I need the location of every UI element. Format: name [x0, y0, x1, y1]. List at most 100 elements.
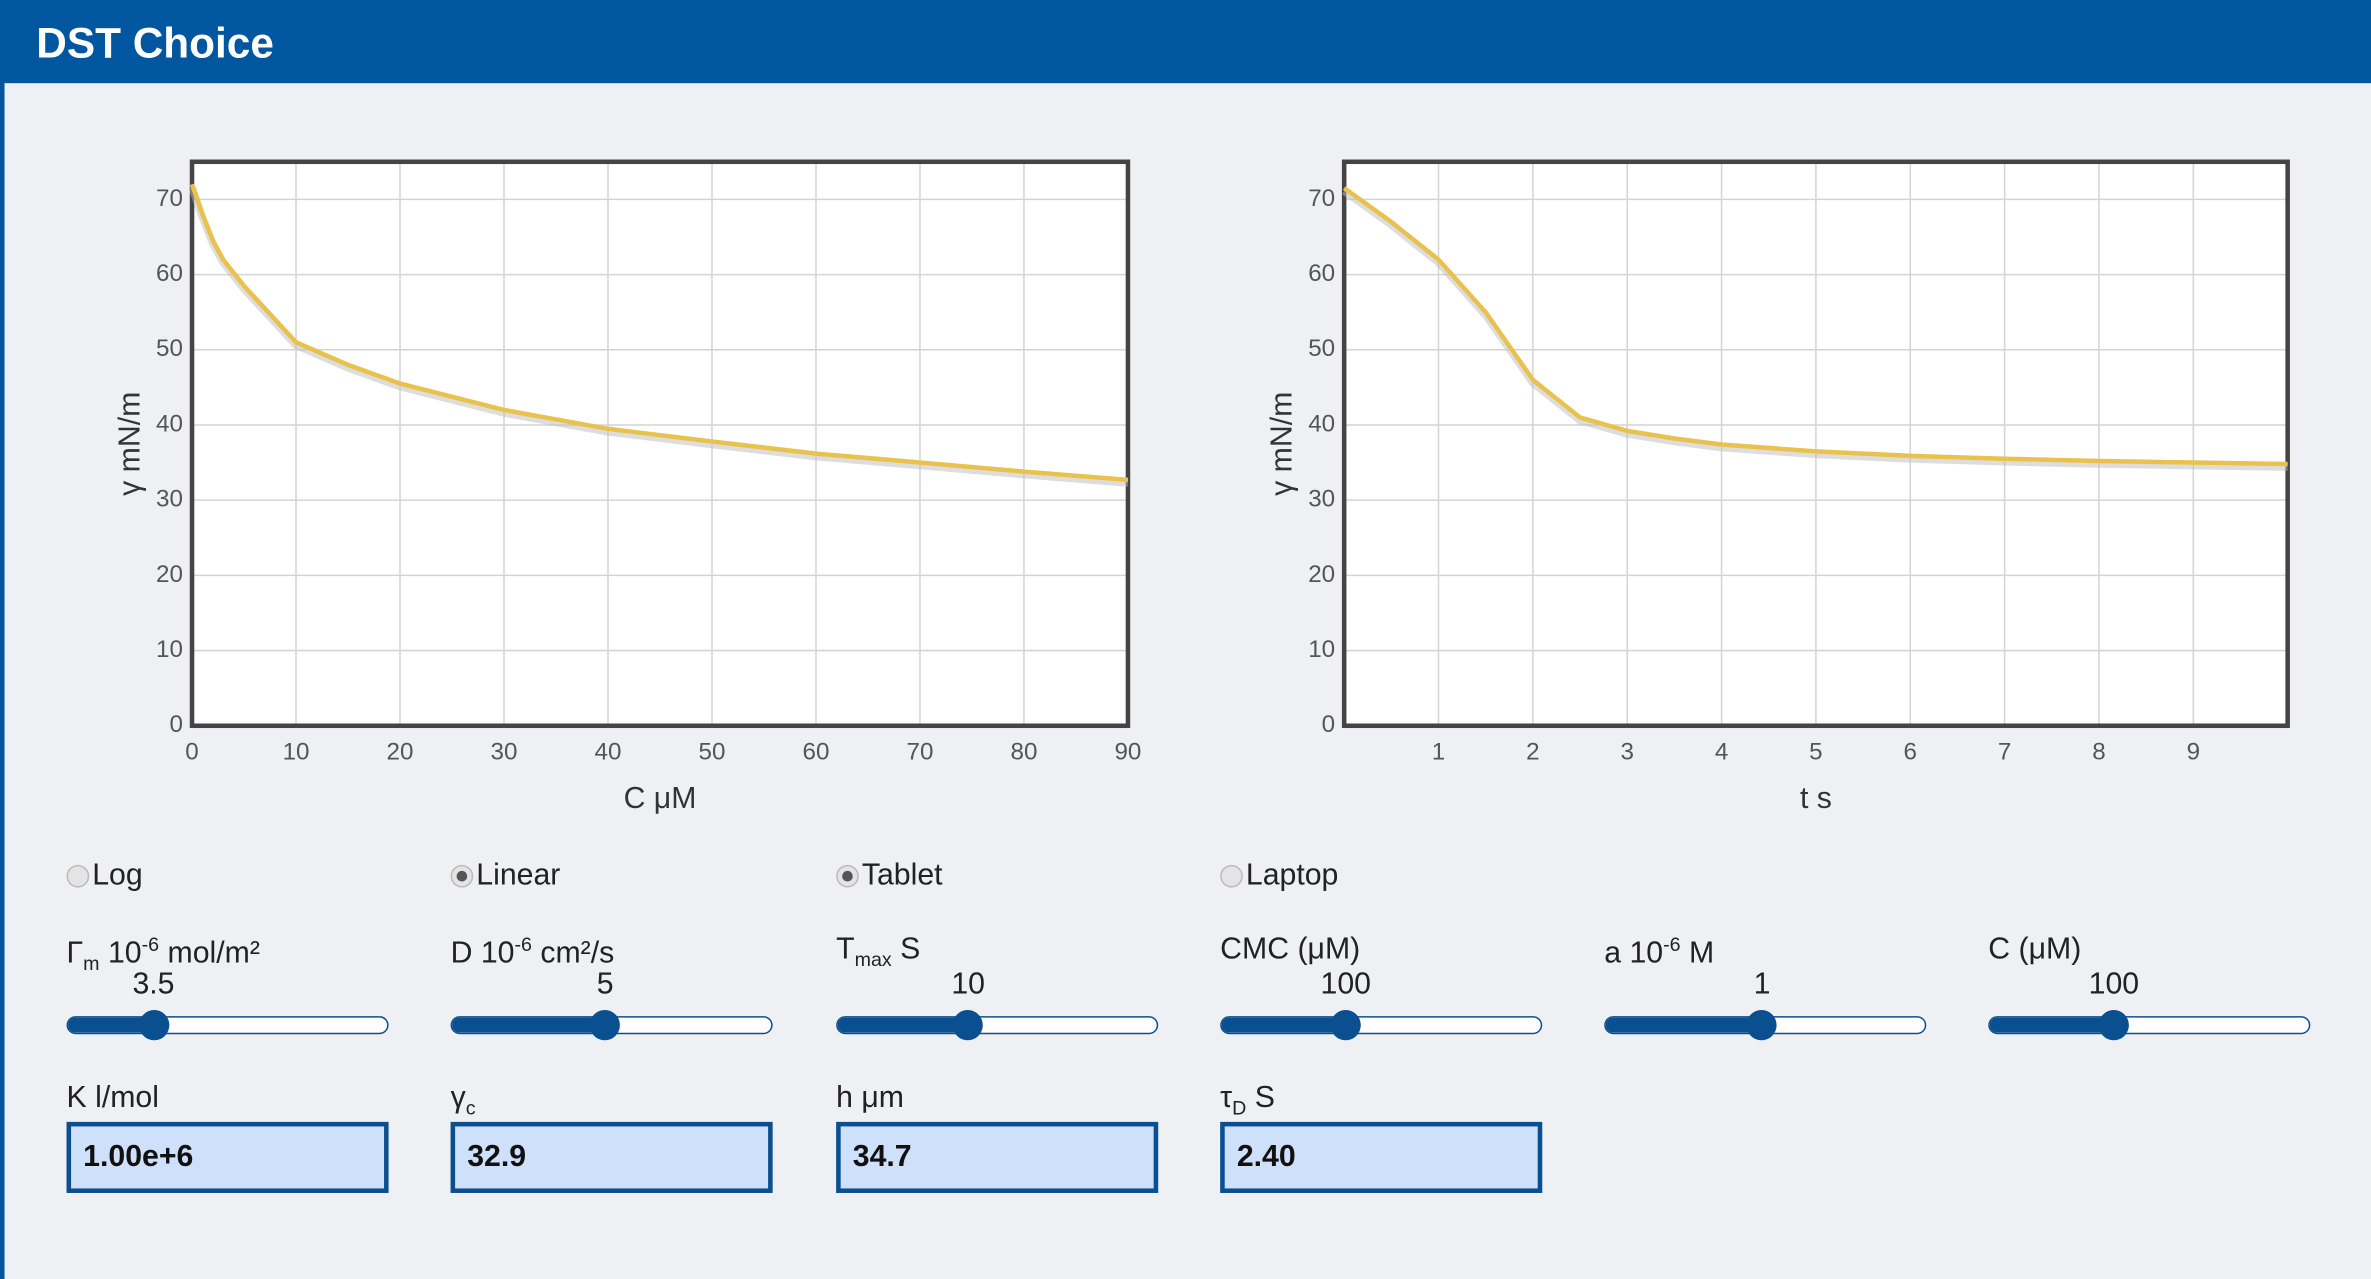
- slider-fill: [1605, 1017, 1764, 1033]
- slider-label: Γm 10-6 mol/m²: [67, 933, 260, 975]
- slider-value: 100: [1320, 967, 1372, 1001]
- radio-button[interactable]: [450, 864, 474, 888]
- label-part: m: [83, 952, 100, 975]
- label-part: S: [1246, 1081, 1275, 1115]
- slider-value: 5: [596, 967, 614, 1001]
- label-part: Γ: [66, 936, 84, 971]
- slider-label: CMC (μM): [1220, 933, 1360, 968]
- x-tick-label: 8: [2092, 738, 2105, 765]
- radio-button[interactable]: [66, 864, 90, 888]
- output-box[interactable]: 34.7: [836, 1121, 1159, 1193]
- slider-fill: [1989, 1017, 2116, 1033]
- slider-track[interactable]: [836, 1016, 1159, 1035]
- label-part: a 10: [1604, 936, 1664, 971]
- x-tick-label: 30: [491, 738, 518, 765]
- label-part: C (μM): [1988, 932, 2082, 967]
- output-label: τD S: [1220, 1081, 1275, 1119]
- header-title: DST Choice: [0, 0, 2371, 84]
- y-tick-label: 60: [156, 260, 183, 287]
- x-axis-title: C μM: [624, 782, 697, 815]
- output-label: K l/mol: [67, 1081, 159, 1116]
- slider-label: D 10-6 cm²/s: [451, 933, 615, 972]
- output-box[interactable]: 32.9: [450, 1121, 773, 1193]
- y-tick-label: 40: [1308, 410, 1335, 437]
- slider-value: 3.5: [132, 967, 175, 1001]
- label-part: γ: [450, 1081, 466, 1115]
- x-tick-label: 5: [1809, 738, 1822, 765]
- label-part: T: [836, 932, 855, 967]
- y-tick-label: 20: [156, 561, 183, 588]
- slider-fill: [1221, 1017, 1348, 1033]
- slider-value: 100: [2088, 967, 2140, 1001]
- y-tick-label: 10: [1308, 636, 1335, 663]
- slider-track[interactable]: [66, 1016, 389, 1035]
- radio-option[interactable]: Tablet: [836, 858, 943, 894]
- y-tick-label: 50: [1308, 335, 1335, 362]
- slider-fill: [837, 1017, 970, 1033]
- radio-label: Linear: [476, 858, 561, 893]
- radio-label: Tablet: [861, 858, 943, 893]
- x-tick-label: 60: [803, 738, 830, 765]
- x-tick-label: 40: [595, 738, 622, 765]
- radio-button[interactable]: [836, 864, 859, 888]
- radio-checked: [456, 870, 468, 882]
- output-box[interactable]: 1.00e+6: [66, 1121, 389, 1193]
- label-part: M: [1680, 936, 1715, 971]
- data-line: [189, 183, 1129, 483]
- slider-label: Tmax S: [836, 933, 920, 971]
- y-axis-title: γ mN/m: [1266, 392, 1299, 496]
- data-line: [1342, 186, 2288, 467]
- label-part: h μm: [836, 1081, 904, 1115]
- label-part: S: [891, 932, 921, 967]
- output-box[interactable]: 2.40: [1220, 1121, 1543, 1193]
- x-tick-label: 3: [1620, 738, 1633, 765]
- slider-thumb[interactable]: [590, 1010, 621, 1041]
- y-tick-label: 30: [1308, 486, 1335, 513]
- slider-thumb[interactable]: [1746, 1010, 1778, 1041]
- x-tick-label: 4: [1715, 738, 1728, 765]
- label-part: -6: [1663, 932, 1681, 956]
- label-part: -6: [514, 932, 532, 956]
- plot-frame: [189, 159, 1131, 729]
- y-tick-label: 60: [1308, 260, 1335, 287]
- x-tick-label: 50: [699, 738, 726, 765]
- output-label: γc: [451, 1081, 476, 1119]
- slider-track[interactable]: [1988, 1016, 2311, 1035]
- plot-frame: [1341, 159, 2290, 729]
- radio-button[interactable]: [1220, 864, 1243, 888]
- x-tick-label: 1: [1432, 738, 1445, 765]
- label-part: 10: [99, 936, 142, 971]
- label-part: D 10: [450, 936, 515, 971]
- slider-value: 1: [1753, 967, 1771, 1001]
- y-tick-label: 30: [156, 486, 183, 513]
- y-tick-label: 0: [1322, 711, 1335, 738]
- x-tick-label: 7: [1998, 738, 2011, 765]
- slider-label: C (μM): [1988, 933, 2081, 968]
- slider-label: a 10-6 M: [1604, 933, 1714, 972]
- x-tick-label: 2: [1526, 738, 1539, 765]
- label-part: CMC (μM): [1220, 932, 1361, 967]
- radio-option[interactable]: Log: [66, 859, 143, 894]
- y-tick-label: 50: [156, 335, 183, 362]
- y-tick-label: 0: [169, 711, 182, 738]
- y-tick-label: 70: [156, 185, 183, 212]
- label-part: τ: [1220, 1081, 1233, 1115]
- x-axis-title: t s: [1800, 782, 1832, 815]
- x-tick-label: 9: [2187, 738, 2200, 765]
- slider-fill: [68, 1017, 155, 1033]
- radio-option[interactable]: Laptop: [1220, 859, 1338, 894]
- label-part: max: [854, 948, 892, 971]
- plot-area: [192, 161, 1128, 726]
- slider-thumb[interactable]: [953, 1010, 984, 1041]
- slider-track[interactable]: [1220, 1016, 1543, 1035]
- slider-thumb[interactable]: [2098, 1010, 2129, 1041]
- radio-checked: [842, 870, 853, 882]
- slider-thumb[interactable]: [1330, 1010, 1361, 1041]
- radio-option[interactable]: Linear: [450, 858, 561, 894]
- x-tick-label: 0: [185, 738, 198, 765]
- y-tick-label: 70: [1308, 185, 1335, 212]
- slider-value: 10: [951, 967, 985, 1001]
- slider-thumb[interactable]: [138, 1010, 169, 1041]
